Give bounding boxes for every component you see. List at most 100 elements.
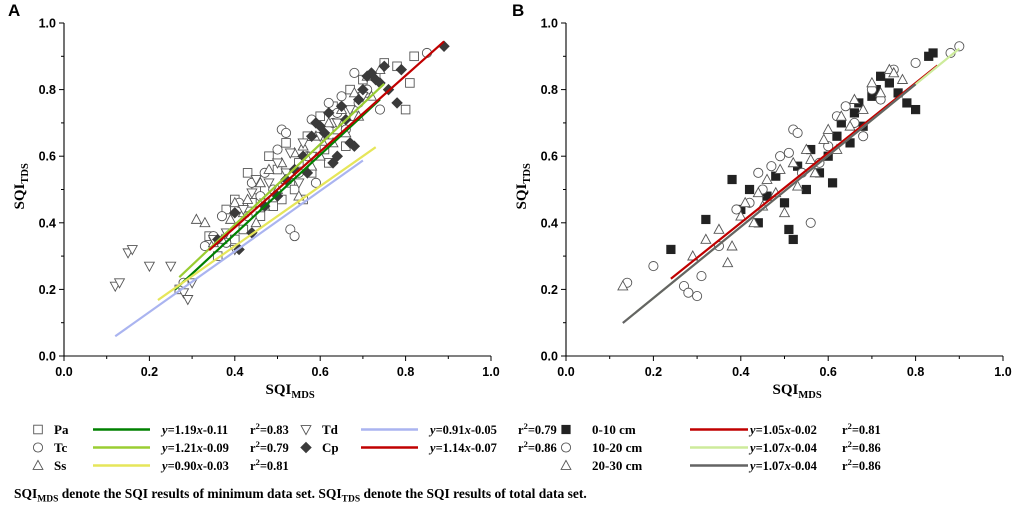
data-point xyxy=(822,123,834,134)
legend-entry-cp-equation-intercept: -0.07 xyxy=(471,441,497,455)
legend-entry-ss-r2: r2=0.81 xyxy=(250,457,289,473)
legend-entry-0-10-cm-label: 0-10 cm xyxy=(592,422,636,437)
legend-entry-10-20-cm-equation-y: y xyxy=(748,441,756,455)
data-point xyxy=(805,153,817,164)
data-point xyxy=(748,216,760,228)
data-point xyxy=(832,131,842,141)
data-point xyxy=(827,178,838,188)
data-point xyxy=(289,184,300,195)
data-point xyxy=(888,66,900,78)
panel-b-plot-area: 0.0 0.2 0.4 0.6 0.8 1.00.00.20.40.60.81.0SQIM… xyxy=(514,17,1012,402)
panel-b-label: B xyxy=(512,1,524,20)
data-point xyxy=(666,244,676,255)
data-point xyxy=(954,41,965,52)
data-point xyxy=(272,144,283,155)
caption-part3: denote the SQI results of total data set… xyxy=(360,486,587,501)
panel-b-x-tick-label: 0.6 xyxy=(820,365,837,379)
legend-entry-cp-r2-r: r xyxy=(518,441,524,455)
data-point xyxy=(766,161,777,172)
legend-entry-10-20-cm-r2-r: r xyxy=(842,441,848,455)
legend-entry-10-20-cm-equation: y=1.07x-0.04 xyxy=(748,441,818,455)
legend-entry-tc-r2-exp: 2 xyxy=(256,439,260,449)
legend-entry-tc-r2-value: =0.79 xyxy=(260,441,289,455)
data-point xyxy=(617,280,629,291)
fit-line xyxy=(174,98,381,291)
legend-entry-0-10-cm-equation: y=1.05x-0.02 xyxy=(748,423,817,437)
legend-entry-pa-equation-slope: =1.19 xyxy=(168,423,197,437)
legend-entry-ss-equation: y=0.90x-0.03 xyxy=(160,459,229,473)
legend-entry-cp-r2-value: =0.86 xyxy=(528,441,557,455)
legend-entry-td-r2-r: r xyxy=(518,423,524,437)
legend-entry-tc-marker xyxy=(32,442,44,453)
legend-entry-0-10-cm-r2-value: =0.81 xyxy=(852,423,881,437)
legend-entry-tc-equation-slope: =1.21 xyxy=(168,441,197,455)
legend-entry-10-20-cm-r2: r2=0.86 xyxy=(842,439,881,455)
data-point xyxy=(809,166,821,178)
legend-entry-td-equation: y=0.91x-0.05 xyxy=(428,423,497,437)
data-point xyxy=(237,205,249,216)
legend-entry-10-20-cm-equation-slope: =1.07 xyxy=(756,441,785,455)
data-point xyxy=(318,127,331,139)
legend-entry-td-equation-y: y xyxy=(428,423,436,437)
data-point xyxy=(818,133,830,144)
legend-entry-0-10-cm-equation-intercept: -0.02 xyxy=(791,423,817,437)
legend-entry-tc-equation-y: y xyxy=(160,441,168,455)
panel-b-x-axis-title-sub: MDS xyxy=(798,390,821,401)
data-point xyxy=(323,97,334,108)
data-point xyxy=(113,278,126,289)
data-point xyxy=(264,151,274,161)
panel-b-x-tick-label: 0.0 xyxy=(557,365,574,379)
legend-entry-0-10-cm-marker xyxy=(561,424,571,435)
data-point xyxy=(378,60,390,73)
legend-entry-ss-equation-x: x xyxy=(196,459,203,473)
data-point xyxy=(331,118,343,129)
panel-b: B 0.0 0.2 0.4 0.6 0.8 1.0 0.0 0.2 0.4 0.6 0.8 1.0 SQ… xyxy=(512,1,1012,473)
data-point xyxy=(788,234,798,245)
panel-b-x-tick-label: 1.0 xyxy=(994,365,1011,379)
panel-b-y-tick-label: 0.0 xyxy=(541,350,558,364)
fit-line xyxy=(178,82,386,278)
legend-entry-20-30-cm-r2-r: r xyxy=(842,459,848,473)
legend-entry-cp-r2: r2=0.86 xyxy=(518,439,557,455)
data-point xyxy=(791,180,804,191)
legend-entry-10-20-cm-equation-x: x xyxy=(784,441,791,455)
data-point xyxy=(344,137,356,149)
legend-entry-20-30-cm-equation-slope: =1.07 xyxy=(756,459,785,473)
data-point xyxy=(787,156,799,168)
data-point xyxy=(792,127,803,138)
data-point xyxy=(722,256,734,268)
data-point xyxy=(752,186,764,198)
data-point xyxy=(840,101,851,112)
panel-a-x-tick-label: 0.6 xyxy=(312,365,329,379)
data-point xyxy=(293,178,305,189)
legend-entry-pa-r2: r2=0.83 xyxy=(250,421,289,437)
panel-b-y-tick-label: 0.8 xyxy=(541,83,558,97)
data-point xyxy=(250,175,262,186)
legend-entry-20-30-cm-marker xyxy=(560,459,572,470)
data-point xyxy=(844,120,856,131)
fit-line xyxy=(208,40,445,252)
data-point xyxy=(858,131,869,142)
legend-entry-pa-equation-intercept: -0.11 xyxy=(203,423,228,437)
data-point xyxy=(727,174,737,185)
legend-entry-cp-equation-x: x xyxy=(464,441,471,455)
caption-part2: denote the SQI results of minimum data s… xyxy=(58,486,342,501)
legend-entry-tc-label: Tc xyxy=(54,440,67,455)
data-point xyxy=(409,51,419,62)
data-point xyxy=(263,163,275,174)
legend-entry-pa-r2-r: r xyxy=(250,423,256,437)
data-point xyxy=(896,73,909,84)
legend-entry-10-20-cm-r2-value: =0.86 xyxy=(852,441,881,455)
data-point xyxy=(849,108,860,118)
panel-a-y-axis-title: SQITDS xyxy=(12,163,31,209)
data-point xyxy=(866,76,878,88)
panel-b-y-tick-label: 0.4 xyxy=(541,216,558,230)
data-point xyxy=(783,147,794,158)
legend-entry-tc-r2-r: r xyxy=(250,441,256,455)
data-point xyxy=(800,143,813,154)
legend-entry-cp-equation-slope: =1.14 xyxy=(436,441,466,455)
data-point xyxy=(263,178,275,189)
data-point xyxy=(323,107,335,119)
